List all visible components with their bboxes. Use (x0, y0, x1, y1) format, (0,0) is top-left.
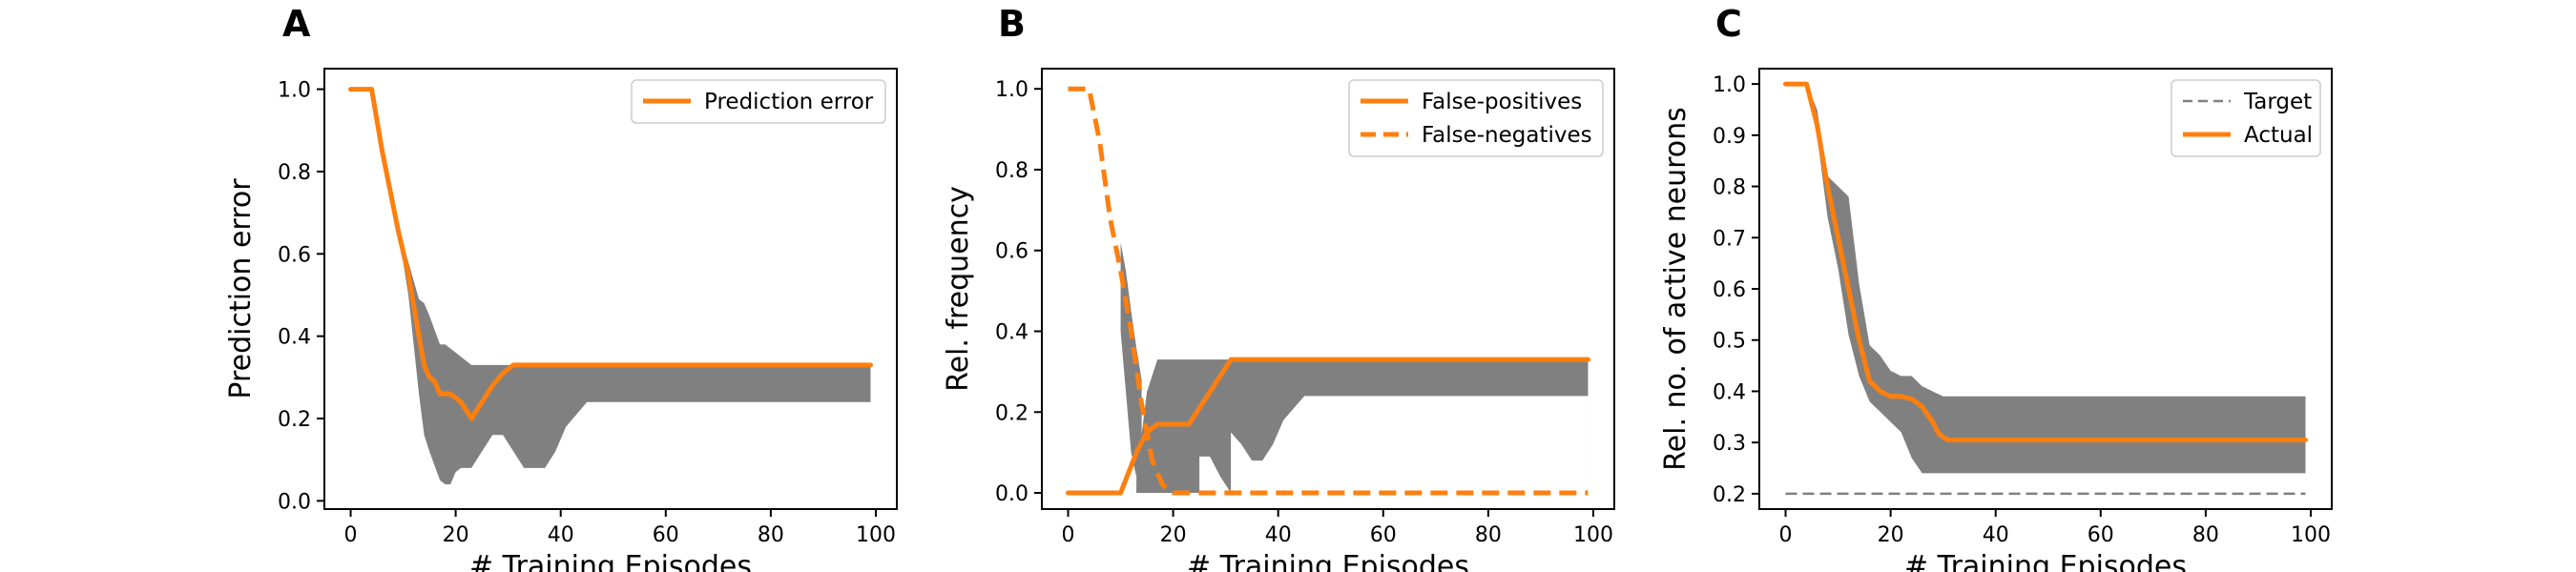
y-tick-label: 0.8 (1713, 176, 1746, 200)
legend: Target Actual (2171, 79, 2321, 157)
x-tick-label: 40 (1983, 523, 2009, 547)
y-tick-label: 0.9 (1713, 125, 1746, 149)
x-tick-label: 100 (856, 523, 896, 547)
panel-a-plot: 0 20 40 60 80 100 0.0 0.2 0.4 0.6 0.8 1.0 # Training… (224, 68, 898, 572)
y-tick-label: 0.0 (995, 482, 1028, 506)
x-tick-label: 80 (758, 523, 784, 547)
legend-label: Target (2243, 90, 2312, 114)
y-tick-label: 0.2 (995, 401, 1028, 425)
y-tick-label: 1.0 (1713, 73, 1746, 97)
x-tick-label: 100 (2291, 523, 2331, 547)
legend-label: Prediction error (704, 90, 874, 114)
legend-box (2171, 79, 2321, 157)
x-tick-label: 60 (1370, 523, 1397, 547)
legend: False-positives False-negatives (1348, 79, 1604, 157)
spread-band (398, 229, 871, 485)
series-line (1783, 81, 2308, 442)
y-tick-label: 0.2 (278, 408, 311, 432)
y-tick-label: 0.5 (1713, 330, 1746, 354)
legend-label: Actual (2244, 123, 2313, 148)
spread-band-gap (1199, 456, 1232, 494)
x-tick-label: 60 (653, 523, 679, 547)
x-axis-label: # Training Episodes (469, 550, 752, 572)
y-tick-label: 1.0 (995, 78, 1028, 102)
panel-letter-c: C (1715, 3, 1742, 45)
y-tick-label: 0.4 (278, 326, 311, 350)
legend-label: False-positives (1422, 90, 1582, 114)
x-axis-label: # Training Episodes (1904, 550, 2187, 572)
x-tick-label: 80 (1475, 523, 1502, 547)
x-axis-label: # Training Episodes (1187, 550, 1469, 572)
y-tick-label: 0.0 (278, 490, 311, 514)
axes-frame (1041, 68, 1615, 510)
x-tick-label: 100 (1573, 523, 1613, 547)
panel-letter-a: A (282, 3, 311, 45)
x-tick-label: 0 (1779, 523, 1793, 547)
panel-letter-b: B (998, 3, 1026, 45)
y-tick-label: 0.6 (278, 243, 311, 267)
panel-b-plot: 0 20 40 60 80 100 0.0 0.2 0.4 0.6 0.8 1.0 # Training… (942, 68, 1615, 572)
x-tick-label: 40 (548, 523, 574, 547)
x-tick-label: 20 (443, 523, 469, 547)
series-line (1066, 357, 1590, 496)
y-tick-label: 0.7 (1713, 227, 1746, 251)
panel-c-plot: 0 20 40 60 80 100 0.2 0.3 0.4 0.5 0.6 0.7 0.8 0.9 1.0 #… (1659, 68, 2333, 572)
y-axis-label: Rel. no. of active neurons (1659, 107, 1693, 471)
axes-frame (323, 68, 898, 510)
series-line (348, 87, 873, 421)
x-tick-label: 60 (2088, 523, 2114, 547)
y-tick-label: 0.6 (1713, 278, 1746, 302)
y-tick-label: 0.4 (1713, 380, 1746, 404)
y-tick-label: 0.3 (1713, 432, 1746, 456)
legend-label: False-negatives (1422, 123, 1592, 148)
y-tick-label: 1.0 (278, 79, 311, 103)
y-tick-label: 0.2 (1713, 483, 1746, 507)
y-tick-label: 0.6 (995, 240, 1028, 264)
spread-band-gap (1231, 396, 1589, 494)
x-tick-label: 40 (1265, 523, 1292, 547)
x-tick-label: 20 (1160, 523, 1187, 547)
y-tick-label: 0.4 (995, 321, 1028, 345)
x-tick-label: 0 (344, 523, 358, 547)
x-tick-label: 0 (1062, 523, 1075, 547)
legend-box (631, 79, 886, 124)
x-tick-label: 80 (2192, 523, 2219, 547)
y-axis-label: Prediction error (224, 178, 258, 399)
spread-band (1806, 84, 2306, 474)
y-axis-label: Rel. frequency (942, 186, 975, 392)
y-tick-label: 0.8 (995, 159, 1028, 183)
x-tick-label: 20 (1878, 523, 1904, 547)
y-tick-label: 0.8 (278, 161, 311, 185)
legend: Prediction error (631, 79, 886, 124)
series-line (1068, 86, 1589, 496)
legend-box (1348, 79, 1604, 157)
